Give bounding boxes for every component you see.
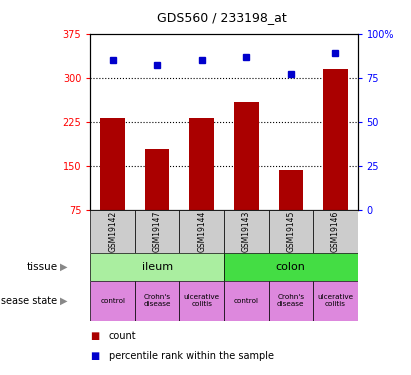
Bar: [135, 210, 180, 253]
Text: ■: ■: [90, 351, 100, 361]
Text: colon: colon: [276, 262, 306, 272]
Text: GSM19144: GSM19144: [197, 211, 206, 252]
Text: GSM19145: GSM19145: [286, 211, 295, 252]
Text: GSM19142: GSM19142: [108, 211, 117, 252]
Text: GSM19147: GSM19147: [153, 211, 162, 252]
Text: control: control: [100, 298, 125, 304]
Bar: [313, 210, 358, 253]
Bar: [224, 281, 268, 321]
Bar: [279, 170, 303, 210]
Text: ulcerative
colitis: ulcerative colitis: [184, 294, 220, 307]
Bar: [180, 281, 224, 321]
Bar: [135, 281, 180, 321]
Bar: [268, 281, 313, 321]
Text: control: control: [234, 298, 259, 304]
Text: ■: ■: [90, 331, 100, 340]
Text: tissue: tissue: [26, 262, 58, 272]
Text: ileum: ileum: [142, 262, 173, 272]
Bar: [100, 118, 125, 210]
Bar: [189, 118, 214, 210]
Text: GDS560 / 233198_at: GDS560 / 233198_at: [157, 11, 287, 24]
Text: Crohn's
disease: Crohn's disease: [277, 294, 305, 307]
Bar: [234, 102, 259, 210]
Text: disease state: disease state: [0, 296, 58, 306]
Bar: [268, 210, 313, 253]
Bar: [90, 210, 135, 253]
Text: percentile rank within the sample: percentile rank within the sample: [109, 351, 274, 361]
Bar: [323, 69, 348, 210]
Bar: [224, 210, 268, 253]
Text: GSM19143: GSM19143: [242, 211, 251, 252]
Text: count: count: [109, 331, 136, 340]
Text: ulcerative
colitis: ulcerative colitis: [317, 294, 353, 307]
Bar: [90, 281, 135, 321]
Text: ▶: ▶: [60, 262, 67, 272]
Bar: [90, 253, 224, 281]
Bar: [145, 150, 169, 210]
Text: GSM19146: GSM19146: [331, 211, 340, 252]
Bar: [313, 281, 358, 321]
Bar: [224, 253, 358, 281]
Bar: [180, 210, 224, 253]
Text: ▶: ▶: [60, 296, 67, 306]
Text: Crohn's
disease: Crohn's disease: [143, 294, 171, 307]
